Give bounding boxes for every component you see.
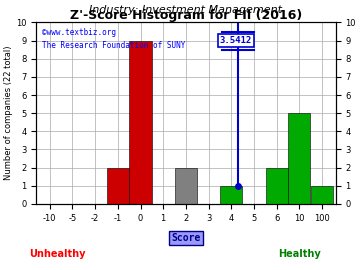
Bar bbox=[175, 168, 197, 204]
Text: 3.5412: 3.5412 bbox=[220, 36, 252, 45]
Bar bbox=[220, 186, 242, 204]
Title: Z'-Score Histogram for FII (2016): Z'-Score Histogram for FII (2016) bbox=[70, 9, 302, 22]
Text: The Research Foundation of SUNY: The Research Foundation of SUNY bbox=[42, 40, 185, 50]
Bar bbox=[266, 168, 288, 204]
Text: ©www.textbiz.org: ©www.textbiz.org bbox=[42, 28, 116, 37]
Text: Unhealthy: Unhealthy bbox=[29, 249, 85, 259]
Bar bbox=[107, 168, 129, 204]
Text: Score: Score bbox=[171, 233, 201, 243]
Y-axis label: Number of companies (22 total): Number of companies (22 total) bbox=[4, 46, 13, 180]
Bar bbox=[288, 113, 310, 204]
Bar bbox=[311, 186, 333, 204]
Bar bbox=[129, 40, 152, 204]
Text: Industry: Investment Management: Industry: Investment Management bbox=[89, 5, 282, 15]
Text: Healthy: Healthy bbox=[278, 249, 321, 259]
